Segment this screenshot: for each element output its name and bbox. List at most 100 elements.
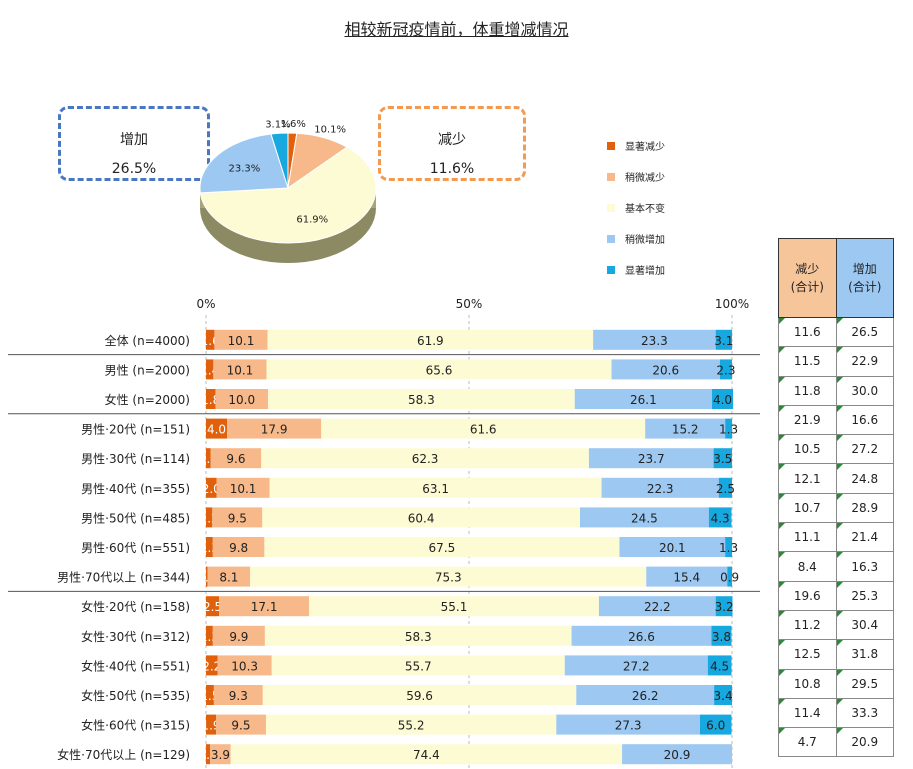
total-increase-cell: 30.0 <box>835 375 894 406</box>
totals-header-increase-title: 增加 <box>852 262 877 276</box>
bar-value-label: 24.5 <box>631 511 658 525</box>
table-row: 11.1 21.4 <box>778 522 894 553</box>
bar-segment <box>622 744 732 765</box>
bar-value-label: 22.2 <box>644 600 671 614</box>
bar-value-label: 10.1 <box>230 482 257 496</box>
bar-value-label: 3.4 <box>714 689 733 703</box>
legend-swatch <box>607 142 615 150</box>
bar-segment <box>708 507 732 528</box>
bar-segment <box>571 625 712 646</box>
bar-segment <box>217 655 272 676</box>
bar-value-label: 2.3 <box>716 363 735 377</box>
legend-label: 稍微减少 <box>625 173 665 184</box>
table-row: 11.2 30.4 <box>778 609 894 641</box>
legend-swatch <box>607 235 615 243</box>
bar-segment <box>556 714 700 735</box>
total-decrease-cell: 11.6 <box>778 316 837 348</box>
bar-value-label: 20.9 <box>664 748 691 762</box>
bar-segment <box>714 685 732 705</box>
pie-chart: 1.6% 10.1% 61.9% 23.3% 3.1% <box>199 119 377 263</box>
bar-segment <box>266 359 612 380</box>
bar-segment <box>707 655 732 676</box>
bar-value-label: 55.1 <box>441 600 468 614</box>
table-row: 8.4 16.3 <box>778 551 894 582</box>
bar-segment <box>216 477 270 498</box>
bar-segment <box>699 714 732 735</box>
category-label: 男性·20代 (n=151) <box>81 423 190 437</box>
bar-segment <box>206 566 208 587</box>
category-label: 女性·60代 (n=315) <box>81 718 190 733</box>
pie-slice-label: 3.1% <box>265 119 290 130</box>
total-decrease-cell: 10.8 <box>778 668 837 699</box>
bar-segment <box>725 537 732 557</box>
bar-value-label: 63.1 <box>422 482 449 496</box>
bar-segment <box>212 537 265 557</box>
legend-label: 基本不变 <box>625 204 665 215</box>
totals-header-decrease-title: 减少 <box>795 262 820 276</box>
bar-segment <box>206 389 216 409</box>
total-decrease-cell: 10.5 <box>778 434 837 465</box>
bar-value-label: 15.2 <box>672 423 699 437</box>
bar-segment <box>206 655 218 676</box>
category-label: 男性·50代 (n=485) <box>81 511 190 525</box>
total-decrease-cell: 8.4 <box>778 551 837 582</box>
category-label: 女性 (n=2000) <box>105 392 190 407</box>
totals-header-increase-sub: (合计) <box>848 280 882 294</box>
bar-value-label: 9.6 <box>226 452 245 466</box>
bar-segment <box>210 448 262 469</box>
increase-callout-value: 26.5% <box>111 161 157 177</box>
bar-segment <box>230 744 623 765</box>
category-label: 男性·40代 (n=355) <box>81 482 190 496</box>
bar-value-label: 20.1 <box>659 541 686 555</box>
table-row: 4.7 20.9 <box>778 727 894 758</box>
bar-value-label: 8.1 <box>219 571 238 585</box>
total-decrease-cell: 21.9 <box>778 404 837 436</box>
bar-segment <box>574 389 713 409</box>
pie-slice-label: 23.3% <box>228 164 260 175</box>
axis-tick-label: 0% <box>196 297 215 311</box>
pie-slice-label: 61.9% <box>296 215 328 226</box>
bar-segment <box>711 625 732 646</box>
bar-segment <box>206 329 215 350</box>
bar-segment <box>207 566 251 587</box>
axis-tick-label: 100% <box>715 297 749 311</box>
total-increase-cell: 30.4 <box>835 609 894 641</box>
bar-value-label: 61.6 <box>470 423 497 437</box>
bar-segment <box>262 507 580 528</box>
bar-segment <box>564 655 708 676</box>
totals-header-increase: 增加 (合计) <box>835 238 894 318</box>
bar-value-label: 17.1 <box>251 600 278 614</box>
bar-value-label: 10.3 <box>231 659 258 673</box>
table-row: 12.1 24.8 <box>778 463 894 494</box>
total-increase-cell: 31.8 <box>835 639 894 670</box>
axis-tick-label: 50% <box>456 297 483 311</box>
table-row: 19.6 25.3 <box>778 580 894 611</box>
bar-value-label: 62.3 <box>412 452 439 466</box>
total-increase-cell: 27.2 <box>835 434 894 465</box>
bar-value-label: 9.3 <box>229 689 248 703</box>
bar-segment <box>206 625 213 646</box>
bar-segment <box>206 507 213 528</box>
bar-value-label: 1.3 <box>719 541 738 555</box>
bar-value-label: 60.4 <box>408 511 435 525</box>
bar-segment <box>206 537 213 557</box>
total-decrease-cell: 12.5 <box>778 639 837 670</box>
bar-segment <box>269 477 602 498</box>
total-decrease-cell: 11.5 <box>778 346 837 377</box>
total-increase-cell: 28.9 <box>835 492 894 524</box>
bar-segment <box>267 329 594 350</box>
bar-segment <box>727 566 732 587</box>
pie-slice <box>199 133 289 194</box>
category-label: 女性·30代 (n=312) <box>81 629 190 644</box>
bar-segment <box>206 744 211 765</box>
pie-slice-label: 1.6% <box>281 119 306 130</box>
bar-segment <box>611 359 720 380</box>
bar-segment <box>619 537 726 557</box>
legend-swatch <box>607 173 615 181</box>
legend-swatch <box>607 204 615 212</box>
total-increase-cell: 26.5 <box>835 316 894 348</box>
category-label: 男性·60代 (n=551) <box>81 541 190 555</box>
bar-segment <box>212 625 265 646</box>
total-decrease-cell: 11.8 <box>778 375 837 406</box>
table-row: 10.5 27.2 <box>778 434 894 465</box>
